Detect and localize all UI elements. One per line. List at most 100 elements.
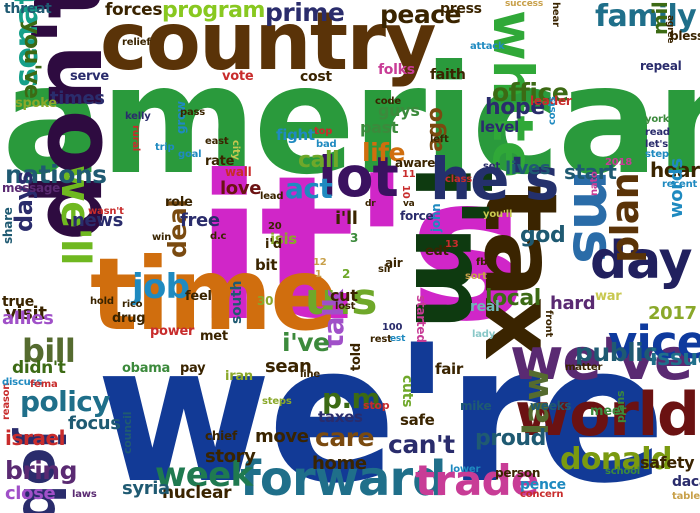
cloud-word: council: [121, 411, 134, 454]
cloud-word: public: [575, 338, 658, 367]
cloud-word: local: [485, 286, 541, 311]
cloud-word: 1: [315, 269, 322, 280]
cloud-word: bill: [22, 332, 76, 370]
cloud-word: rural: [130, 125, 141, 152]
cloud-word: close: [5, 483, 56, 504]
cloud-word: nato: [589, 171, 600, 196]
cloud-word: started: [414, 295, 428, 343]
cloud-word: rest: [370, 334, 392, 345]
cloud-word: serve: [70, 69, 109, 84]
cloud-word: step: [645, 149, 669, 160]
cloud-word: est: [390, 334, 406, 344]
cloud-word: air: [385, 256, 403, 270]
cloud-word: rico: [122, 299, 143, 310]
cloud-word: sir: [378, 264, 392, 275]
cloud-word: press: [440, 1, 482, 17]
cloud-word: costs: [547, 96, 558, 125]
cloud-word: lower: [450, 464, 481, 475]
cloud-word: york: [645, 114, 670, 125]
cloud-word: news: [72, 210, 123, 231]
cloud-word: pass: [180, 107, 206, 118]
cloud-word: life: [362, 138, 405, 167]
cloud-word: folks: [378, 62, 415, 78]
cloud-word: mike: [460, 399, 492, 413]
cloud-word: d.c: [210, 231, 227, 242]
cloud-word: attack: [470, 41, 505, 52]
cloud-word: 2017: [648, 303, 697, 324]
cloud-word: repeal: [640, 59, 682, 73]
cloud-word: iran: [225, 369, 253, 384]
cloud-word: you've: [19, 20, 44, 99]
cloud-word: israel: [5, 426, 66, 450]
cloud-word: hope: [485, 95, 545, 120]
cloud-word: donald: [560, 442, 672, 477]
cloud-word: obama: [122, 361, 171, 376]
cloud-word: vice: [608, 316, 700, 369]
cloud-word: start: [564, 160, 617, 184]
cloud-word: relief: [122, 37, 151, 48]
cloud-word: guys: [378, 101, 420, 120]
cloud-word: chief: [205, 429, 237, 443]
cloud-word: recent: [662, 179, 698, 190]
cloud-word: hard: [550, 293, 596, 314]
cloud-word: bless: [670, 29, 700, 43]
cloud-word: va: [403, 199, 415, 209]
cloud-word: war: [595, 289, 622, 304]
cloud-word: act: [285, 172, 333, 205]
cloud-word: 11: [402, 169, 416, 180]
cloud-word: fbi: [476, 257, 491, 268]
cloud-word: pay: [180, 361, 206, 376]
cloud-word: cut: [330, 286, 358, 305]
cloud-word: discuss: [2, 377, 43, 388]
cloud-word: leader: [530, 94, 572, 108]
cloud-word: visit: [5, 303, 47, 324]
cloud-word: message: [2, 181, 61, 195]
cloud-word: goal: [178, 149, 202, 160]
cloud-word: matter: [565, 362, 603, 373]
cloud-word: dr: [365, 199, 376, 209]
cloud-word: force: [400, 209, 434, 223]
cloud-word: prime: [265, 0, 345, 27]
cloud-word: hear: [550, 2, 561, 27]
cloud-word: wall: [225, 165, 252, 179]
cloud-word: we've: [510, 325, 693, 393]
cloud-word: times: [50, 88, 105, 109]
cloud-word: 12: [313, 257, 327, 268]
cloud-word: fema: [30, 379, 58, 390]
cloud-word: sort: [465, 271, 487, 282]
cloud-word: proud: [475, 426, 546, 451]
cloud-word: i'd: [265, 237, 282, 252]
cloud-word: told: [349, 343, 364, 371]
cloud-word: free: [180, 210, 220, 231]
cloud-word: past: [360, 118, 399, 137]
cloud-word: world: [515, 380, 700, 450]
cloud-word: code: [375, 96, 401, 107]
cloud-word: kelly: [125, 111, 151, 122]
cloud-word: plans: [614, 390, 627, 423]
cloud-word: power: [150, 324, 195, 339]
cloud-word: cost: [300, 69, 332, 85]
cloud-word: front: [543, 310, 554, 338]
cloud-word: school: [605, 466, 640, 477]
cloud-word: move: [255, 426, 309, 447]
cloud-word: ago: [423, 107, 448, 152]
cloud-word: level: [480, 118, 519, 136]
cloud-word: trade: [415, 456, 539, 505]
cloud-word: care: [315, 423, 374, 452]
cloud-word: hold: [90, 296, 114, 307]
cloud-word: stop: [363, 399, 390, 412]
cloud-word: 2: [342, 267, 351, 281]
cloud-word: safe: [400, 411, 435, 429]
cloud-word: god: [520, 223, 566, 248]
cloud-word: focus: [68, 413, 121, 434]
cloud-word: fight: [276, 126, 315, 144]
cloud-word: nations: [5, 160, 107, 189]
cloud-word: 20: [268, 221, 282, 232]
cloud-word: vote: [222, 69, 254, 84]
cloud-word: home: [312, 453, 367, 474]
cloud-word: policy: [20, 385, 111, 418]
cloud-word: lost: [335, 301, 356, 312]
cloud-word: class: [445, 174, 473, 185]
cloud-word: isis: [270, 230, 297, 248]
cloud-word: story: [205, 446, 256, 467]
